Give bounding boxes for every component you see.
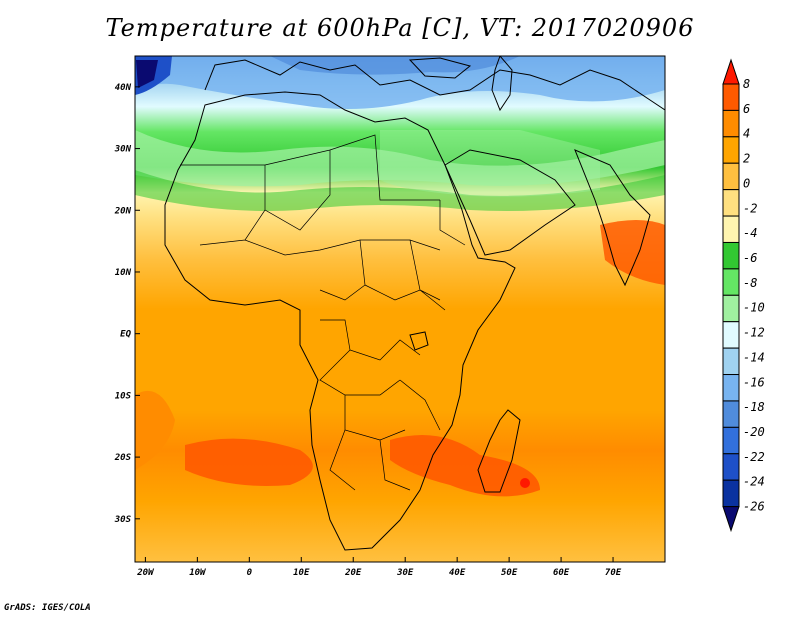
- colorbar-label: -26: [743, 500, 765, 514]
- colorbar-swatch: [722, 109, 740, 138]
- colorbar-swatch: [722, 479, 740, 508]
- middle-east-band: [380, 130, 600, 197]
- colorbar-label: -2: [743, 201, 757, 215]
- black-sea-coastline: [408, 57, 472, 79]
- colorbar-label: -20: [743, 425, 765, 439]
- x-tick-label: 0: [247, 568, 253, 578]
- colorbar-swatch: [722, 347, 740, 376]
- colorbar-label: -16: [743, 375, 765, 389]
- y-tick-label: 40N: [115, 83, 132, 93]
- y-tick-label: EQ: [120, 330, 131, 340]
- colorbar-label: -4: [743, 226, 757, 240]
- hottest-spot: [520, 478, 530, 488]
- longitude-axis: 20W 10W 0 10E 20E 30E 40E 50E 60E 70E: [136, 557, 622, 578]
- mild-band: [135, 130, 665, 187]
- colorbar-swatch: [722, 268, 740, 296]
- warm-patch-mozambique: [390, 435, 540, 497]
- colorbar-label: 0: [743, 176, 750, 190]
- colorbar-swatch: [722, 453, 740, 481]
- colorbar-swatch: [722, 426, 740, 455]
- colorbar-swatch: [722, 136, 740, 164]
- colorbar-swatch: [722, 400, 740, 428]
- country-borders: [180, 134, 466, 491]
- colorbar-swatch: [722, 189, 740, 217]
- coastlines-and-borders: [164, 56, 665, 551]
- lake-victoria: [409, 331, 429, 351]
- x-tick-label: 20W: [136, 568, 155, 578]
- colorbar-top-arrow: [722, 58, 740, 85]
- coldest-patch: [136, 60, 158, 88]
- colorbar-label: 2: [743, 152, 750, 166]
- caspian-sea-coastline: [491, 56, 513, 112]
- y-tick-label: 20S: [114, 453, 132, 463]
- colorbar-label: -12: [743, 326, 765, 340]
- grads-credit: GrADS: IGES/COLA: [4, 603, 91, 613]
- colorbar-label: -18: [743, 400, 765, 414]
- colorbar-label: -8: [743, 276, 757, 290]
- colorbar-label: -14: [743, 350, 765, 364]
- x-tick-label: 40E: [449, 568, 466, 578]
- arabian-peninsula-coastline: [444, 149, 576, 256]
- x-tick-label: 30E: [396, 568, 414, 578]
- colorbar-label: -22: [743, 450, 765, 464]
- warm-patch-south-atlantic: [185, 438, 313, 486]
- warm-patch-atlantic: [135, 390, 175, 470]
- madagascar-coastline: [477, 409, 521, 493]
- x-tick-label: 70E: [605, 568, 622, 578]
- map-frame: [134, 55, 666, 563]
- x-tick-label: 50E: [501, 568, 518, 578]
- warm-patch-arabian-sea: [600, 220, 665, 285]
- india-coastline: [574, 149, 651, 287]
- y-tick-label: 30S: [114, 515, 132, 525]
- y-tick-label: 20N: [114, 206, 132, 216]
- colorbar-label: -10: [743, 301, 765, 315]
- colorbar-label: 4: [743, 127, 750, 141]
- colorbar-label: 8: [743, 77, 750, 91]
- x-tick-label: 10E: [293, 568, 310, 578]
- africa-coastline: [164, 91, 516, 551]
- colorbar-label: 6: [743, 102, 750, 116]
- latitude-axis: 40N 30N 20N 10N EQ 10S 20S 30S: [114, 83, 140, 525]
- x-tick-label: 20E: [344, 568, 362, 578]
- x-tick-label: 10W: [189, 568, 207, 578]
- colorbar: 8 6 4 2 0 -2 -4 -6 -8 -10 -12 -14 -16 -18 -20 -22 -24 -26: [722, 58, 765, 533]
- colorbar-swatch: [722, 83, 740, 111]
- colorbar-swatch: [722, 321, 740, 349]
- colorbar-label: -6: [743, 251, 757, 265]
- colorbar-swatch: [722, 294, 740, 323]
- x-tick-label: 60E: [553, 568, 570, 578]
- temperature-field: [135, 56, 665, 562]
- colorbar-swatch: [722, 215, 740, 243]
- y-tick-label: 10N: [115, 268, 132, 278]
- colorbar-label: -24: [743, 475, 765, 489]
- colorbar-bottom-arrow: [722, 506, 740, 533]
- colorbar-swatch: [722, 241, 740, 270]
- green-band: [135, 170, 665, 211]
- y-tick-label: 10S: [115, 391, 132, 401]
- map-title: Temperature at 600hPa [C], VT: 201702090…: [105, 14, 695, 42]
- y-tick-label: 30N: [114, 145, 132, 155]
- europe-coastline: [204, 59, 665, 111]
- colorbar-swatch: [722, 374, 740, 402]
- colorbar-swatch: [722, 162, 740, 191]
